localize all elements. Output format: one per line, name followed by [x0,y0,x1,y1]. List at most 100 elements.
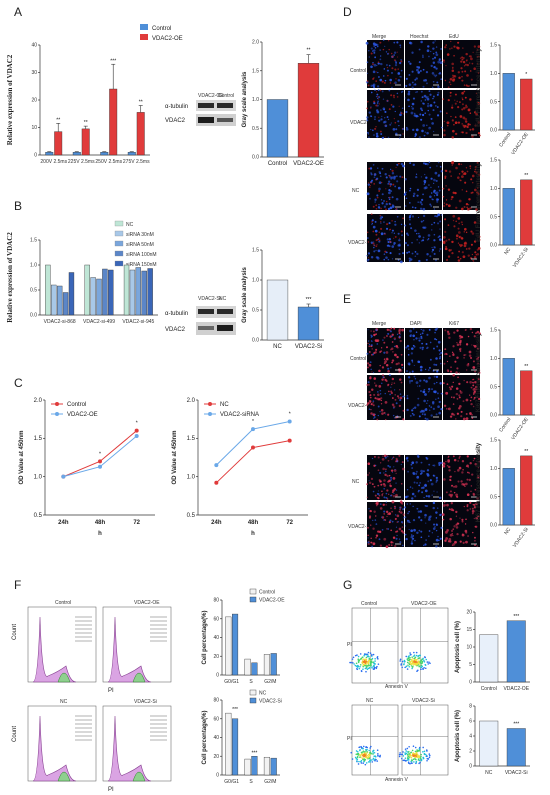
d-tile-3-1-dot [439,247,442,250]
E_bottom-cat-0: NC [503,526,512,536]
d-tile-3-0-dot2 [384,250,387,253]
d-tile-2-2-dot [474,188,477,192]
e-tile-0-0-dot2 [373,372,375,374]
e-tile-3-2-dot [474,544,476,547]
e-tile-0-0-dot [391,359,395,362]
d-tile-2-0-dot [378,170,381,174]
d-tile-0-0-dot2 [393,82,395,84]
e-tile-1-0-dot [369,377,372,380]
g-scatter-oe-event [407,664,409,666]
e-tile-2-2-dot [445,460,447,463]
d-tile-1-0-dot [370,91,373,94]
B_main-bar-2-0 [123,264,130,316]
e-tile-1-2-dot [472,381,474,384]
e-tile-2-2-dot [472,459,475,462]
e-tile-1-0-dot [391,397,394,399]
e-tile-3-1-dot [437,507,439,509]
d-tile-3-0-dot2 [388,228,391,231]
d-tile-0-1-dot [414,79,417,81]
e-tile-2-1-dot [435,479,439,482]
d-tile-2-2-dot [476,187,479,189]
E_top-ytick-label-3: 1.5 [490,328,497,334]
d-tile-3-0-dot [389,252,392,255]
d-tile-3-2-dot [457,256,460,259]
A_main-ytick-label-3: 30 [31,70,37,76]
e-tile-1-2-dot [476,396,478,399]
d-tile-1-0-dot2 [375,104,378,107]
e-tile-1-0-dot [370,412,373,415]
blot-b-row-tubulin: α-tubulin [165,311,188,317]
e-tile-3-2-dot [445,537,448,540]
g-scatter-si-event [423,750,426,753]
e-tile-1-2-dot [478,397,481,401]
C_left-legend-label-1: VDAC2-OE [67,412,98,418]
d-tile-1-0-dot [373,101,376,105]
d-tile-3-0-dot [370,256,374,259]
e-tile-3-1-dot [411,534,413,536]
d-tile-1-1-dot [427,96,429,98]
d-tile-1-0-dot [395,132,398,136]
d-tile-1-1-dot [433,101,436,104]
g-scatter-si-event [416,754,418,756]
d-tile-3-1-dot [433,252,436,255]
G_bottom-bar-0-0 [479,720,499,767]
d-tile-1-0-dot [382,98,385,100]
e-tile-3-0-dot2 [399,507,402,509]
d-tile-1-0-dot [390,122,393,124]
F_bottom-bar-0-0 [225,712,232,776]
e-tile-2-2-dot [468,478,471,482]
d-tile-0-1-dot [433,56,437,59]
e-tile-2-0-dot2 [389,476,393,479]
e-tile-0-2-dot [465,369,468,371]
e-tile-3-0-dot2 [395,526,398,528]
d-tile-0-2-dot [466,74,469,77]
e-tile-3-1-dot [406,503,408,505]
e-tile-2-2-dot [458,457,460,459]
panel-label-g: G [343,578,352,592]
d-tile-1-1-dot [424,112,427,115]
d-tile-1-2-dot [465,104,467,107]
d-tile-1-1 [404,90,443,139]
G_top-bar-1-0 [506,620,526,683]
d-tile-3-2-dot [457,242,460,244]
E_top-cat-0: Control [498,417,512,434]
d-tile-0-2-dot [476,63,479,65]
e-tile-0-0-dot [385,334,388,338]
g-scatter-si-event [422,757,425,760]
d-tile-0-0-dot [393,51,397,54]
g-scatter-control-event [370,654,373,656]
e-tile-0-0-dot [386,328,389,331]
E_top-bar-0-0 [502,358,515,416]
e-tile-0-2-dot [463,354,466,357]
C_left-point-1-0 [61,474,66,479]
e-tile-0-1-dot [412,334,415,338]
g-scatter-control-event [362,665,364,668]
G_bottom-ytick-label-3: 6 [469,719,472,725]
e-tile-1-0-dot [371,388,374,391]
d-tile-2-2-dot [468,198,471,201]
d-tile-0-2-dot [472,51,474,54]
e-tile-1-0-dot2 [373,416,376,419]
d-tile-3-2-dot [455,234,459,238]
d-tile-1-1-dot [411,105,413,108]
g-scatter-oe-event [416,664,418,666]
d-tile-2-2-dot [450,175,452,177]
g-scatter-control-event [373,662,375,664]
e-tile-3-0-dot [392,542,394,544]
e-tile-3-0-dot2 [381,528,384,531]
d-tile-0-2-dot [477,72,480,74]
d-row-control: Control [350,68,366,74]
e-tile-2-0-dot [377,469,380,472]
d-tile-3-1-dot [416,232,418,235]
d-tile-1-1-dot [404,97,406,99]
g-scatter-si-event [405,752,408,755]
e-tile-3-0-dot [399,508,401,511]
e-tile-0-2-dot [459,343,462,346]
g-scatter-control-event [360,657,362,660]
d-tile-1-2-dot [447,98,450,102]
e-tile-2-2-dot [451,484,454,487]
F_top-legend-label-1: VDAC2-OE [259,598,285,604]
d-tile-3-1-dot [408,260,411,262]
e-tile-3-0-dot [385,545,389,549]
e-tile-3-1-dot [435,517,438,519]
